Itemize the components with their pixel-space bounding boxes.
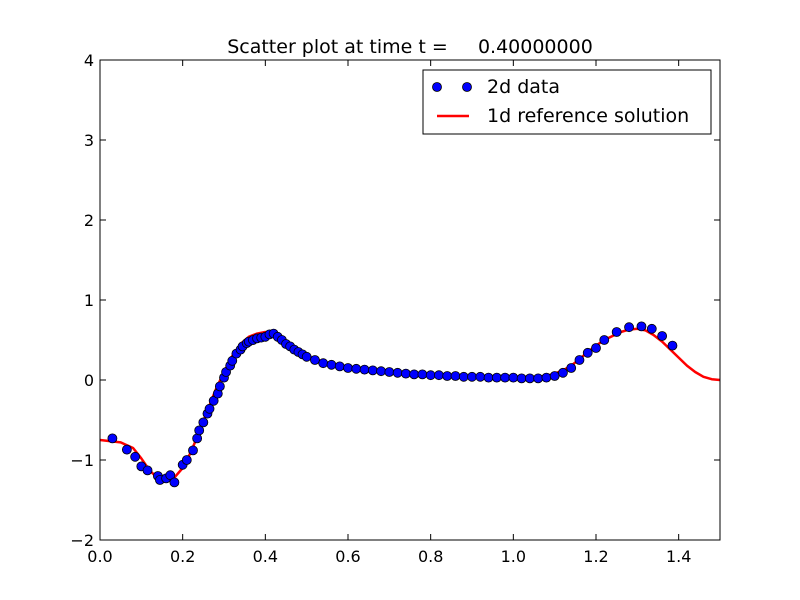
data-point (591, 343, 601, 353)
data-point (508, 372, 519, 383)
data-point (582, 347, 593, 358)
data-point (524, 373, 535, 384)
data-point (359, 364, 370, 375)
chart-title: Scatter plot at time t = 0.40000000 (227, 36, 593, 58)
data-point (107, 433, 118, 444)
x-tick-label: 0.4 (253, 547, 278, 566)
data-point (574, 355, 585, 365)
y-tick-label: −1 (70, 451, 94, 470)
data-point (392, 367, 403, 378)
reference-line-layer (100, 327, 720, 483)
data-point (450, 371, 461, 381)
x-tick-label: 1.2 (583, 547, 608, 566)
data-point (214, 381, 225, 392)
x-tick-label: 0.0 (87, 547, 112, 566)
data-point (400, 368, 411, 379)
data-point (549, 371, 560, 381)
x-tick-label: 0.6 (335, 547, 360, 566)
data-point (566, 363, 577, 373)
data-point (491, 372, 502, 383)
data-point (343, 363, 353, 373)
data-point (165, 470, 176, 481)
data-point (611, 327, 622, 337)
data-point (301, 351, 312, 362)
data-point (326, 359, 337, 370)
plot-border (99, 59, 721, 541)
data-point (442, 371, 453, 381)
data-point (208, 395, 219, 406)
y-tick-label: 0 (84, 371, 94, 390)
data-point (376, 366, 386, 377)
y-tick-label: −2 (70, 531, 94, 550)
data-point (516, 373, 527, 384)
data-point (599, 335, 610, 345)
data-point (310, 355, 320, 365)
data-point (142, 465, 153, 476)
data-point (624, 322, 634, 333)
x-tick-label: 1.0 (501, 547, 526, 566)
data-point (425, 370, 436, 381)
plot-frame (99, 59, 721, 541)
data-points-layer (107, 321, 678, 488)
data-point (434, 370, 444, 381)
data-point (169, 477, 180, 488)
y-tick-label: 1 (84, 291, 94, 310)
data-point (417, 369, 428, 380)
data-point (467, 371, 477, 382)
axes: 0.0 0.2 0.4 0.6 0.8 1.0 1.2 1.4 −2 −1 0 1 2 3 4 (70, 51, 720, 566)
data-point (367, 365, 378, 376)
data-point (121, 444, 132, 455)
y-tick-label: 2 (84, 211, 94, 230)
data-point (130, 451, 141, 462)
reference-solution-line (100, 327, 720, 483)
data-point (188, 445, 198, 456)
data-point (181, 455, 192, 465)
legend-swatch-marker (432, 82, 442, 92)
legend-label: 2d data (487, 76, 560, 98)
data-point (192, 433, 203, 444)
data-point (667, 340, 678, 351)
legend-swatch-marker (462, 82, 472, 92)
data-point (458, 371, 469, 382)
legend: 2d data 1d reference solution (422, 69, 712, 135)
data-point (483, 372, 494, 383)
y-tick-label: 3 (84, 131, 94, 150)
data-point (318, 358, 329, 369)
data-point (227, 355, 238, 366)
legend-box (422, 69, 712, 135)
x-tick-label: 0.2 (170, 547, 195, 566)
data-point (334, 361, 345, 372)
data-point (657, 331, 668, 341)
y-tick-label: 4 (84, 51, 94, 70)
x-tick-label: 1.4 (666, 547, 691, 566)
data-point (194, 425, 205, 436)
data-point (475, 371, 486, 382)
data-point (646, 323, 657, 334)
data-point (541, 372, 552, 383)
data-point (558, 367, 568, 378)
data-point (636, 321, 647, 332)
data-point (409, 369, 420, 380)
x-tick-label: 0.8 (418, 547, 443, 566)
data-point (533, 373, 544, 384)
data-point (204, 403, 215, 414)
data-point (351, 363, 362, 374)
data-point (500, 372, 510, 383)
legend-label: 1d reference solution (487, 105, 689, 127)
data-point (198, 417, 209, 428)
data-point (384, 367, 395, 377)
